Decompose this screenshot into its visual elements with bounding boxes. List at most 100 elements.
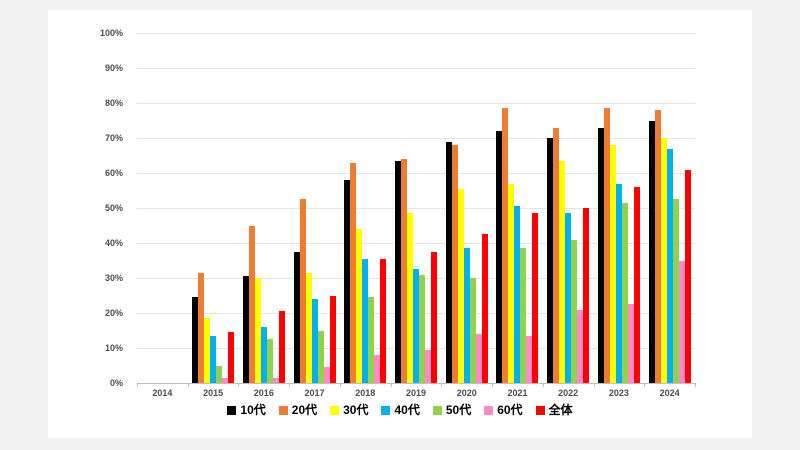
legend-marker-icon <box>535 405 545 415</box>
bar-50代-2018 <box>368 297 375 383</box>
y-axis-label-70: 70% <box>104 133 123 143</box>
bar-60代-2018 <box>374 355 381 383</box>
gridline-50 <box>137 207 695 209</box>
bar-30代-2017 <box>305 272 312 383</box>
bar-30代-2021 <box>508 183 515 383</box>
bar-全体-2020 <box>481 234 488 383</box>
bar-50代-2017 <box>317 330 324 383</box>
bar-40代-2021 <box>514 206 521 383</box>
x-axis-tick <box>238 383 240 387</box>
legend-label: 30代 <box>343 403 369 417</box>
legend-item-10代: 10代 <box>227 403 266 417</box>
x-axis-label-2014: 2014 <box>152 388 173 398</box>
bar-10代-2021 <box>496 131 503 383</box>
bar-60代-2015 <box>222 377 229 383</box>
legend-item-20代: 20代 <box>278 403 317 417</box>
bar-10代-2015 <box>192 297 199 383</box>
bar-10代-2018 <box>344 180 351 383</box>
x-axis-label-2022: 2022 <box>558 388 579 398</box>
bar-group-2015 <box>191 33 235 383</box>
legend-item-60代: 60代 <box>484 403 523 417</box>
bar-10代-2019 <box>395 160 401 383</box>
legend-label: 10代 <box>240 403 266 417</box>
bar-60代-2020 <box>475 334 482 383</box>
bar-40代-2022 <box>565 213 572 383</box>
bar-60代-2023 <box>627 304 634 383</box>
x-axis-tick <box>137 383 138 387</box>
bar-20代-2018 <box>350 162 357 383</box>
bar-20代-2017 <box>299 199 306 383</box>
bar-全体-2022 <box>583 208 590 383</box>
bar-60代-2024 <box>678 260 685 383</box>
bar-10代-2017 <box>293 251 300 383</box>
gridline-100 <box>137 32 695 34</box>
bar-10代-2016 <box>242 276 249 383</box>
x-axis-label-2015: 2015 <box>203 388 224 398</box>
bar-50代-2020 <box>469 278 476 383</box>
x-axis-tick <box>644 383 646 387</box>
legend-label: 60代 <box>497 403 523 417</box>
x-axis-tick <box>441 383 443 387</box>
legend-marker-icon <box>432 405 442 415</box>
bar-50代-2021 <box>520 248 527 383</box>
bar-group-2018 <box>343 33 387 383</box>
bar-10代-2020 <box>445 141 452 383</box>
x-axis-tick <box>339 383 341 387</box>
y-axis-label-30: 30% <box>104 273 123 283</box>
bar-group-2017 <box>293 33 337 383</box>
bar-10代-2024 <box>648 120 655 383</box>
bar-group-2020 <box>445 33 489 383</box>
bar-50代-2023 <box>621 202 628 383</box>
bar-20代-2022 <box>553 127 560 383</box>
bar-20代-2015 <box>198 272 205 383</box>
bar-30代-2016 <box>254 278 261 383</box>
gridline-80 <box>137 102 695 104</box>
x-axis-label-2020: 2020 <box>456 388 477 398</box>
x-axis-tick <box>390 383 392 387</box>
bar-60代-2021 <box>526 335 533 383</box>
x-axis-label-2018: 2018 <box>355 388 376 398</box>
bar-20代-2019 <box>401 159 407 383</box>
bar-20代-2024 <box>654 110 661 383</box>
x-axis-tick <box>187 383 189 387</box>
bar-50代-2022 <box>571 239 578 383</box>
y-axis-label-0: 0% <box>109 378 123 388</box>
y-axis-label-40: 40% <box>104 238 123 248</box>
gridline-90 <box>137 67 695 69</box>
y-axis-label-10: 10% <box>104 343 123 353</box>
gridline-60 <box>137 172 695 174</box>
bar-全体-2017 <box>329 295 336 383</box>
bar-group-2024 <box>648 33 692 383</box>
legend-item-50代: 50代 <box>432 403 472 417</box>
y-axis-label-100: 100% <box>99 28 123 38</box>
legend-label: 50代 <box>445 403 472 417</box>
bar-30代-2024 <box>660 138 667 383</box>
bar-group-2014 <box>140 33 184 383</box>
x-axis-line <box>137 382 695 384</box>
chart-legend: 10代 20代 30代 40代 50代 60代 全体 <box>0 403 800 417</box>
x-axis-tick <box>289 383 291 387</box>
bar-全体-2021 <box>532 213 539 383</box>
bar-60代-2017 <box>323 367 330 383</box>
legend-marker-icon <box>227 405 237 415</box>
x-axis-tick <box>593 383 595 387</box>
bar-50代-2024 <box>672 199 679 383</box>
bar-40代-2019 <box>413 269 419 383</box>
bar-全体-2016 <box>278 311 285 383</box>
x-axis-tick <box>695 383 696 387</box>
bar-group-2016 <box>242 33 286 383</box>
bar-50代-2016 <box>266 339 273 383</box>
bar-group-2021 <box>495 33 539 383</box>
bar-30代-2019 <box>407 213 413 383</box>
y-axis-label-80: 80% <box>104 98 123 108</box>
legend-item-30代: 30代 <box>330 403 368 417</box>
bar-60代-2019 <box>425 349 431 383</box>
bar-全体-2023 <box>633 187 640 383</box>
bar-group-2022 <box>546 33 590 383</box>
x-axis-label-2017: 2017 <box>304 388 325 398</box>
bar-全体-2015 <box>228 332 235 383</box>
y-axis-label-50: 50% <box>104 203 123 213</box>
bar-50代-2019 <box>419 274 425 383</box>
legend-marker-icon <box>484 405 494 415</box>
